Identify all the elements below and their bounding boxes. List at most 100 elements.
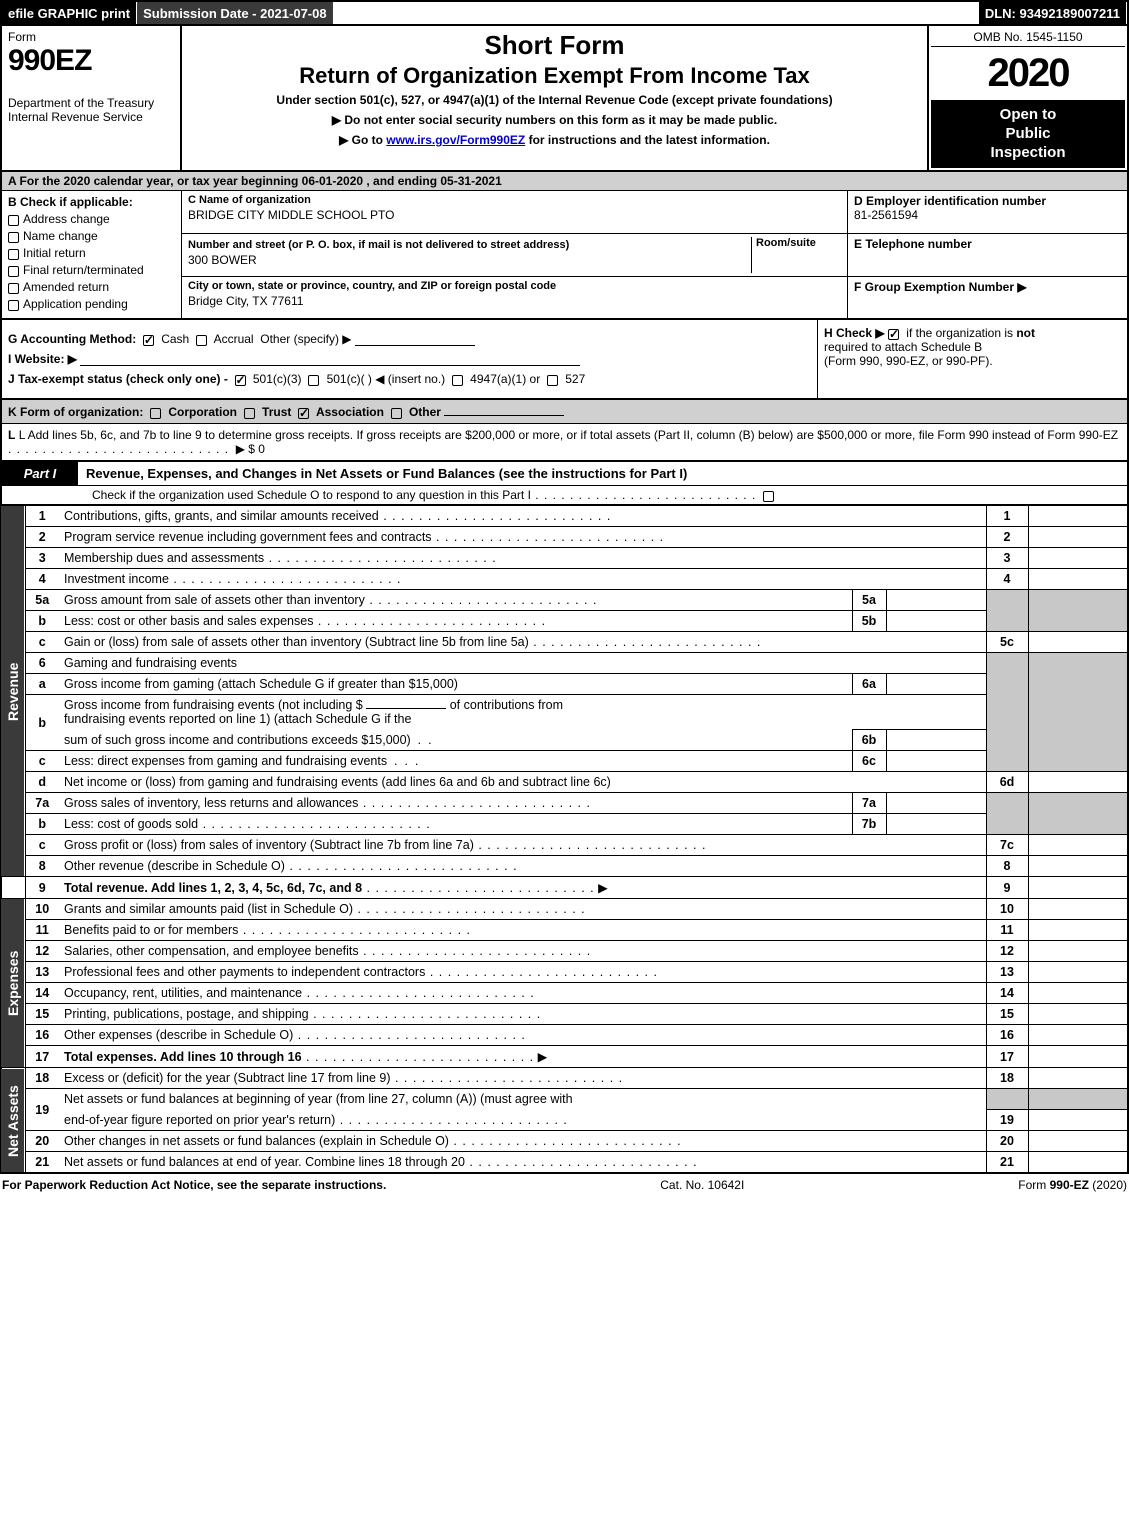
addr-label: Number and street (or P. O. box, if mail… (188, 239, 569, 251)
shade-cell (986, 590, 1028, 632)
checkbox-icon[interactable] (235, 375, 246, 386)
col-val (1028, 1046, 1128, 1068)
col-no: 14 (986, 983, 1028, 1004)
checkbox-icon[interactable] (244, 408, 255, 419)
line-desc: Investment income (59, 569, 986, 590)
chk-final-return[interactable]: Final return/terminated (8, 263, 175, 277)
checkbox-icon[interactable] (452, 375, 463, 386)
chk-application-pending[interactable]: Application pending (8, 297, 175, 311)
instr-no-ssn: ▶ Do not enter social security numbers o… (188, 113, 921, 127)
side-label-expenses: Expenses (1, 899, 25, 1068)
col-val (1028, 527, 1128, 548)
col-no: 13 (986, 962, 1028, 983)
submission-date: Submission Date - 2021-07-08 (137, 2, 334, 24)
checkbox-icon[interactable] (308, 375, 319, 386)
line-no: 18 (25, 1068, 59, 1089)
part-1-table: Revenue 1 Contributions, gifts, grants, … (0, 505, 1129, 1174)
line-desc: Less: direct expenses from gaming and fu… (59, 751, 852, 772)
line-no: 3 (25, 548, 59, 569)
checkbox-icon[interactable] (8, 249, 19, 260)
line-desc: Less: cost or other basis and sales expe… (59, 611, 852, 632)
line-no: 17 (25, 1046, 59, 1068)
line-no: 6 (25, 653, 59, 674)
dept-treasury: Department of the Treasury (8, 96, 174, 110)
shade-cell (986, 793, 1028, 835)
col-val (1028, 1151, 1128, 1173)
checkbox-icon[interactable] (196, 335, 207, 346)
col-val (1028, 835, 1128, 856)
checkbox-icon[interactable] (143, 335, 154, 346)
col-no: 3 (986, 548, 1028, 569)
under-section: Under section 501(c), 527, or 4947(a)(1)… (188, 93, 921, 107)
line-desc: Contributions, gifts, grants, and simila… (59, 506, 986, 527)
line-no: 14 (25, 983, 59, 1004)
checkbox-icon[interactable] (888, 329, 899, 340)
line-desc: end-of-year figure reported on prior yea… (59, 1109, 986, 1130)
checkbox-icon[interactable] (547, 375, 558, 386)
checkbox-icon[interactable] (8, 283, 19, 294)
checkbox-icon[interactable] (8, 215, 19, 226)
line-no: 9 (25, 877, 59, 899)
room-suite-label: Room/suite (751, 237, 841, 273)
line-no: 10 (25, 899, 59, 920)
other-org-field[interactable] (444, 404, 564, 416)
chk-address-change[interactable]: Address change (8, 212, 175, 226)
line-no: 21 (25, 1151, 59, 1173)
col-no: 18 (986, 1068, 1028, 1089)
col-val (1028, 1109, 1128, 1130)
f-label: F Group Exemption Number ▶ (854, 280, 1027, 294)
page-footer: For Paperwork Reduction Act Notice, see … (0, 1174, 1129, 1196)
other-specify-field[interactable] (355, 332, 475, 346)
line-a-tax-year: A For the 2020 calendar year, or tax yea… (0, 172, 1129, 191)
checkbox-icon[interactable] (391, 408, 402, 419)
checkbox-icon[interactable] (8, 232, 19, 243)
open-to-public: Open to Public Inspection (931, 100, 1125, 168)
col-val (1028, 1068, 1128, 1089)
efile-graphic-print[interactable]: efile GRAPHIC print (2, 2, 137, 24)
line-desc: Net assets or fund balances at beginning… (59, 1089, 986, 1110)
line-desc: Excess or (deficit) for the year (Subtra… (59, 1068, 986, 1089)
checkbox-icon[interactable] (763, 491, 774, 502)
c-label: C Name of organization (188, 194, 841, 206)
line-desc: Total expenses. Add lines 10 through 16 … (59, 1046, 986, 1068)
city-label: City or town, state or province, country… (188, 280, 841, 292)
sub-val (886, 751, 986, 772)
col-val (1028, 941, 1128, 962)
col-val (1028, 856, 1128, 877)
top-bar: efile GRAPHIC print Submission Date - 20… (0, 0, 1129, 26)
line-no: 19 (25, 1089, 59, 1131)
cat-no: Cat. No. 10642I (660, 1178, 744, 1192)
website-field[interactable] (80, 352, 580, 366)
line-no: 13 (25, 962, 59, 983)
checkbox-icon[interactable] (150, 408, 161, 419)
checkbox-icon[interactable] (8, 266, 19, 277)
line-no: d (25, 772, 59, 793)
col-no: 6d (986, 772, 1028, 793)
part-1-check: Check if the organization used Schedule … (0, 486, 1129, 505)
e-label: E Telephone number (854, 237, 1121, 251)
instr-goto: ▶ Go to www.irs.gov/Form990EZ for instru… (188, 133, 921, 147)
checkbox-icon[interactable] (8, 300, 19, 311)
b-label: B Check if applicable: (8, 195, 175, 209)
col-no: 21 (986, 1151, 1028, 1173)
side-label-revenue: Revenue (1, 506, 25, 877)
line-desc: Gain or (loss) from sale of assets other… (59, 632, 986, 653)
line-desc: Gross income from fundraising events (no… (59, 695, 986, 730)
chk-name-change[interactable]: Name change (8, 229, 175, 243)
irs-link[interactable]: www.irs.gov/Form990EZ (386, 133, 525, 147)
col-val (1028, 1004, 1128, 1025)
shade-cell (986, 653, 1028, 772)
line-no: c (25, 835, 59, 856)
shade-cell (1028, 653, 1128, 772)
line-desc: Gross sales of inventory, less returns a… (59, 793, 852, 814)
chk-amended-return[interactable]: Amended return (8, 280, 175, 294)
line-desc: Gross income from gaming (attach Schedul… (59, 674, 852, 695)
line-desc: Total revenue. Add lines 1, 2, 3, 4, 5c,… (59, 877, 986, 899)
col-no: 19 (986, 1109, 1028, 1130)
sub-no: 5a (852, 590, 886, 611)
checkbox-icon[interactable] (298, 408, 309, 419)
header-right: OMB No. 1545-1150 2020 Open to Public In… (927, 26, 1127, 170)
col-no: 16 (986, 1025, 1028, 1046)
chk-initial-return[interactable]: Initial return (8, 246, 175, 260)
col-val (1028, 1130, 1128, 1151)
